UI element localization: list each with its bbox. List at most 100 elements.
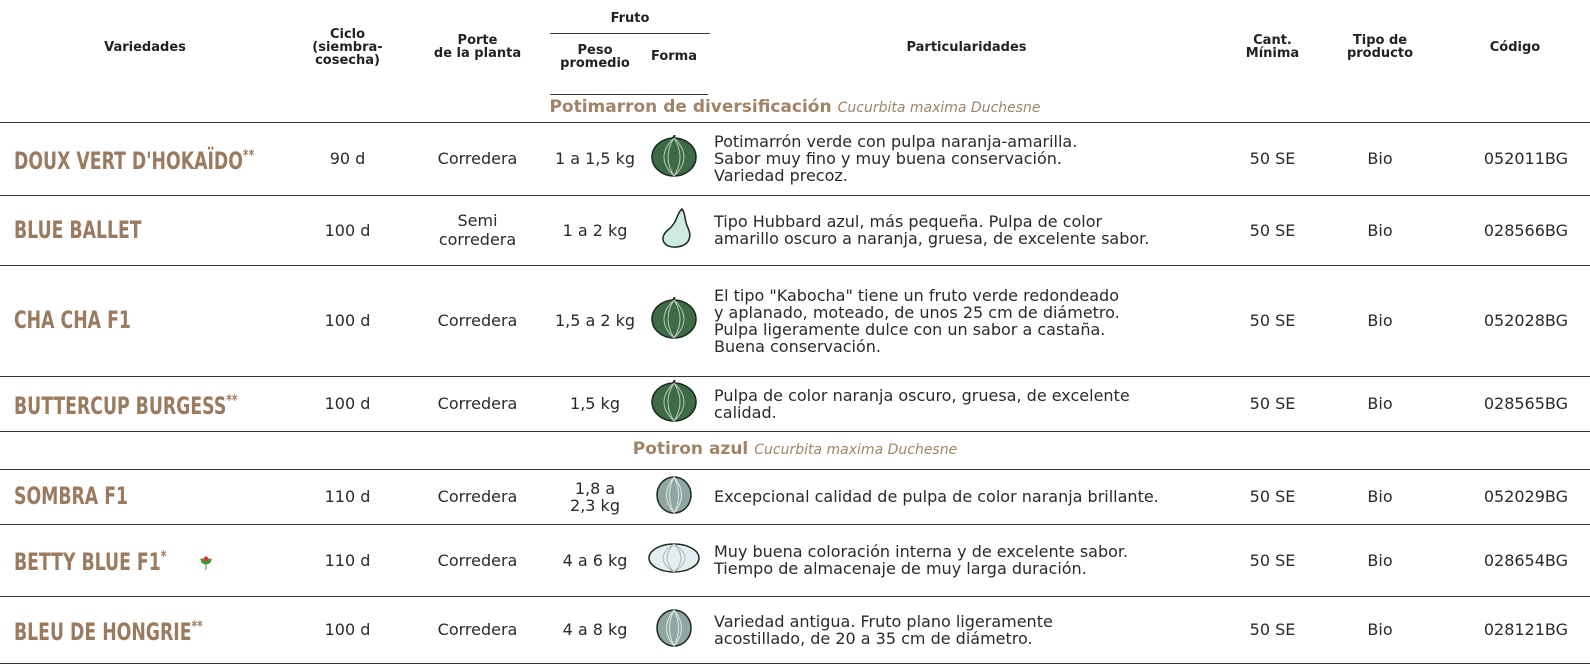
- product-type: Bio: [1320, 122, 1440, 196]
- code: 028566BG: [1440, 195, 1590, 266]
- variety-name: BETTY BLUE F1: [14, 548, 161, 577]
- fruit-shape: [640, 524, 708, 597]
- weight: 4 a 8 kg: [550, 596, 640, 664]
- description: Excepcional calidad de pulpa de color na…: [708, 469, 1225, 525]
- quantity: 50 SE: [1225, 122, 1320, 196]
- header-cell: Cant. Mínima: [1245, 33, 1300, 61]
- cycle: 100 d: [290, 195, 405, 266]
- weight: 1 a 1,5 kg: [550, 122, 640, 196]
- section-title: Potiron azul: [632, 439, 749, 459]
- section-row: Potimarron de diversificación Cucurbita m…: [0, 94, 1590, 123]
- product-type: Bio: [1320, 596, 1440, 664]
- code: 028565BG: [1440, 376, 1590, 432]
- variety-name-wrap: SOMBRA F1: [14, 484, 128, 508]
- habit: Corredera: [405, 469, 550, 525]
- variety-name-wrap: BLEU DE HONGRIE**: [14, 617, 203, 644]
- habit: Semi corredera: [405, 195, 550, 266]
- quantity: 50 SE: [1225, 469, 1320, 525]
- header-cell: Forma: [640, 40, 708, 95]
- variety-mark: **: [191, 617, 203, 635]
- variety-name: CHA CHA F1: [14, 306, 131, 334]
- section-species: Cucurbita maxima Duchesne: [754, 442, 958, 458]
- quantity: 50 SE: [1225, 265, 1320, 377]
- header-row: Variedades Ciclo (siembra- cosecha) Port…: [0, 0, 1590, 67]
- quantity: 50 SE: [1225, 524, 1320, 597]
- weight: 1,5 a 2 kg: [550, 265, 640, 377]
- section-title: Potimarron de diversificación: [549, 97, 832, 117]
- variety-cell: BETTY BLUE F1*: [0, 524, 290, 597]
- code: 052028BG: [1440, 265, 1590, 377]
- quantity: 50 SE: [1225, 376, 1320, 432]
- variety-row: SOMBRA F1 110 d Corredera 1,8 a 2,3 kg Excep…: [0, 469, 1590, 525]
- product-type: Bio: [1320, 376, 1440, 432]
- fruit-shape: [640, 122, 708, 196]
- variety-cell: BLEU DE HONGRIE**: [0, 596, 290, 664]
- product-type: Bio: [1320, 195, 1440, 266]
- variety-cell: BLUE BALLET: [0, 195, 290, 266]
- fruit-shape: [640, 265, 708, 377]
- fruit-icon: [662, 207, 691, 248]
- habit: Corredera: [405, 596, 550, 664]
- variety-row: BUTTERCUP BURGESS** 100 d Corredera 1,5 kg P…: [0, 376, 1590, 432]
- variety-cell: BUTTERCUP BURGESS**: [0, 376, 290, 432]
- variety-mark: **: [242, 146, 255, 164]
- description: Muy buena coloración interna y de excele…: [708, 524, 1225, 597]
- variety-name-wrap: CHA CHA F1: [14, 308, 131, 332]
- weight: 1,8 a 2,3 kg: [550, 469, 640, 525]
- description: Pulpa de color naranja oscuro, gruesa, d…: [708, 376, 1225, 432]
- habit: Corredera: [405, 122, 550, 196]
- variety-name: DOUX VERT D'HOKAÏDO: [14, 147, 243, 175]
- header-cell: Código: [1489, 39, 1541, 55]
- product-type: Bio: [1320, 524, 1440, 597]
- variety-name-wrap: BUTTERCUP BURGESS**: [14, 391, 238, 418]
- header-cell: Variedades: [104, 39, 186, 55]
- fruit-icon: [656, 608, 692, 647]
- weight: 1 a 2 kg: [550, 195, 640, 266]
- header-cell: Fruto: [550, 0, 710, 40]
- variety-name-wrap: BETTY BLUE F1*: [14, 547, 167, 574]
- section-cell: Potimarron de diversificación Cucurbita m…: [0, 94, 1590, 123]
- variety-row: BLUE BALLET 100 d Semi corredera 1 a 2 kg Ti…: [0, 195, 1590, 266]
- header-cell: Particularidades: [906, 39, 1027, 55]
- variety-mark: *: [160, 547, 167, 566]
- weight: 1,5 kg: [550, 376, 640, 432]
- fruit-icon: [656, 475, 692, 514]
- quantity: 50 SE: [1225, 596, 1320, 664]
- cycle: 100 d: [290, 265, 405, 377]
- cycle: 100 d: [290, 596, 405, 664]
- variety-row: DOUX VERT D'HOKAÏDO** 90 d Corredera 1 a 1,…: [0, 122, 1590, 196]
- description: El tipo "Kabocha" tiene un fruto verde r…: [708, 265, 1225, 377]
- quantity: 50 SE: [1225, 195, 1320, 266]
- description: Variedad antigua. Fruto plano ligerament…: [708, 596, 1225, 664]
- description: Tipo Hubbard azul, más pequeña. Pulpa de…: [708, 195, 1225, 266]
- variety-name-wrap: DOUX VERT D'HOKAÏDO**: [14, 146, 255, 173]
- variety-name: BLEU DE HONGRIE: [14, 618, 192, 646]
- variety-name: BLUE BALLET: [14, 215, 142, 244]
- variety-mark: **: [226, 391, 238, 409]
- variety-row: CHA CHA F1 100 d Corredera 1,5 a 2 kg El tip…: [0, 265, 1590, 377]
- header-cell: Porte de la planta: [433, 33, 522, 61]
- variety-row: BETTY BLUE F1* 110 d Corredera 4 a 6 kg Muy …: [0, 524, 1590, 597]
- description: Potimarrón verde con pulpa naranja-amari…: [708, 122, 1225, 196]
- section-row: Potiron azul Cucurbita maxima Duchesne: [0, 431, 1590, 470]
- fruit-shape: [640, 376, 708, 432]
- variety-row: BLEU DE HONGRIE** 100 d Corredera 4 a 8 kg V…: [0, 596, 1590, 664]
- code: 028654BG: [1440, 524, 1590, 597]
- code: 052029BG: [1440, 469, 1590, 525]
- product-type: Bio: [1320, 265, 1440, 377]
- cycle: 110 d: [290, 524, 405, 597]
- product-type: Bio: [1320, 469, 1440, 525]
- fruit-icon: [651, 378, 697, 422]
- variety-name: BUTTERCUP BURGESS: [14, 392, 227, 420]
- code: 028121BG: [1440, 596, 1590, 664]
- variety-cell: DOUX VERT D'HOKAÏDO**: [0, 122, 290, 196]
- fruit-shape: [640, 469, 708, 525]
- header-cell: Tipo de producto: [1346, 33, 1414, 61]
- fruit-shape: [640, 195, 708, 266]
- table-header: Variedades Ciclo (siembra- cosecha) Port…: [0, 0, 1590, 95]
- section-species: Cucurbita maxima Duchesne: [837, 100, 1041, 116]
- habit: Corredera: [405, 265, 550, 377]
- cycle: 100 d: [290, 376, 405, 432]
